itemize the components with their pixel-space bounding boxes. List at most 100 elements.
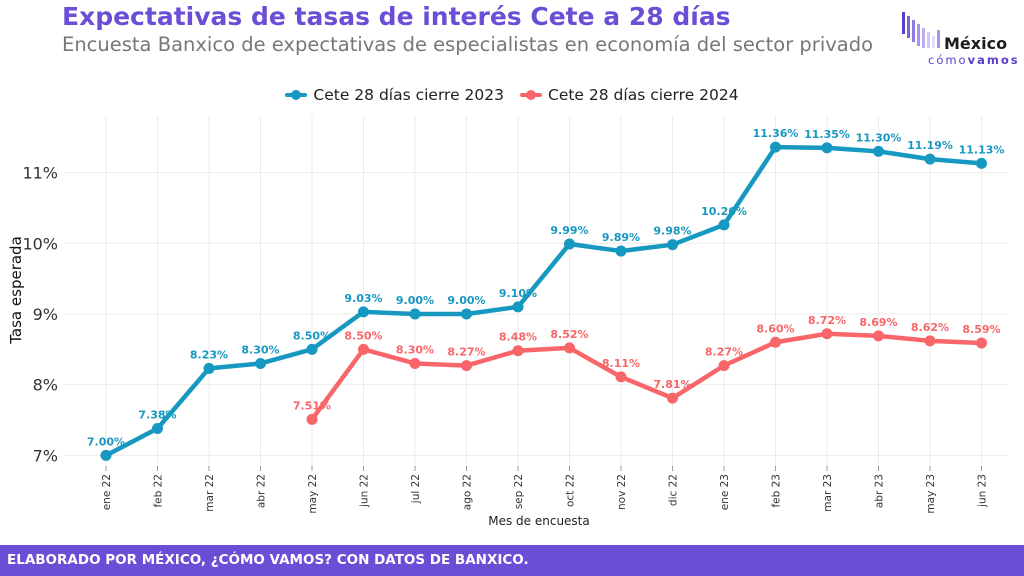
data-point bbox=[203, 362, 215, 374]
x-tick-label: dic 22 bbox=[668, 474, 680, 506]
data-label: 9.10% bbox=[499, 287, 537, 300]
series-line-2024 bbox=[309, 331, 984, 422]
y-tick-label: 7% bbox=[33, 446, 58, 465]
x-tick-label: may 22 bbox=[307, 474, 319, 514]
data-label: 8.27% bbox=[705, 346, 743, 359]
x-tick-label: feb 22 bbox=[153, 474, 165, 508]
chart-subtitle: Encuesta Banxico de expectativas de espe… bbox=[62, 33, 874, 56]
footer-credit: ELABORADO POR MÉXICO, ¿CÓMO VAMOS? CON D… bbox=[0, 545, 1024, 576]
data-label: 10.26% bbox=[701, 205, 747, 218]
data-point bbox=[924, 153, 936, 165]
chart-title: Expectativas de tasas de interés Cete a … bbox=[62, 2, 731, 31]
x-tick-label: jun 23 bbox=[977, 474, 989, 508]
data-point bbox=[770, 336, 781, 348]
legend-label-2023: Cete 28 días cierre 2023 bbox=[313, 86, 504, 104]
x-tick-label: ago 22 bbox=[462, 474, 474, 510]
legend-swatch-2024 bbox=[520, 89, 542, 101]
data-point bbox=[821, 328, 833, 340]
line-chart: 7% 8% 9% 10% 11% ene 22 feb 22 mar 22 abr 22 may … bbox=[7, 116, 1008, 528]
data-label: 8.30% bbox=[241, 343, 279, 356]
data-point bbox=[409, 308, 421, 320]
data-point bbox=[306, 343, 318, 355]
x-tick-label: sep 22 bbox=[513, 474, 525, 509]
x-tick-label: ene 22 bbox=[101, 474, 113, 510]
data-label: 7.51% bbox=[293, 399, 331, 412]
logo-name: México bbox=[944, 34, 1008, 53]
x-tick-label: mar 23 bbox=[822, 474, 834, 512]
data-label: 7.38% bbox=[138, 409, 176, 422]
x-tick-label: nov 22 bbox=[616, 474, 628, 510]
data-label: 11.30% bbox=[856, 131, 902, 144]
data-label: 8.69% bbox=[859, 316, 897, 329]
data-point bbox=[667, 392, 678, 404]
data-label: 9.98% bbox=[653, 225, 691, 238]
data-label: 9.89% bbox=[602, 231, 640, 244]
data-label: 8.48% bbox=[499, 331, 537, 344]
data-point bbox=[409, 357, 421, 369]
data-point bbox=[976, 337, 987, 349]
data-point bbox=[152, 423, 163, 435]
x-tick-label: oct 22 bbox=[565, 474, 577, 507]
data-label: 8.50% bbox=[344, 329, 382, 342]
data-label: 9.03% bbox=[344, 292, 382, 305]
data-point bbox=[615, 245, 627, 257]
data-point bbox=[512, 345, 524, 357]
y-tick-label: 8% bbox=[33, 376, 58, 395]
data-label: 9.00% bbox=[447, 294, 485, 307]
logo-bars-icon bbox=[902, 12, 940, 48]
data-point bbox=[358, 306, 369, 318]
data-label: 11.13% bbox=[959, 143, 1005, 156]
data-label: 11.36% bbox=[753, 127, 799, 140]
data-label: 8.11% bbox=[602, 357, 640, 370]
data-point bbox=[255, 357, 266, 369]
data-point bbox=[718, 219, 730, 231]
data-point bbox=[564, 342, 575, 354]
data-point bbox=[821, 142, 833, 154]
x-axis-title: Mes de encuesta bbox=[488, 514, 590, 528]
data-label: 8.27% bbox=[447, 346, 485, 359]
data-label: 7.81% bbox=[653, 378, 691, 391]
data-label: 8.72% bbox=[808, 314, 846, 327]
y-tick-label: 11% bbox=[22, 164, 58, 183]
data-point bbox=[873, 330, 884, 342]
data-label: 8.60% bbox=[756, 322, 794, 335]
data-label: 8.50% bbox=[293, 329, 331, 342]
data-point bbox=[873, 145, 884, 157]
x-tick-label: jun 22 bbox=[359, 474, 371, 508]
data-label: 8.23% bbox=[190, 348, 228, 361]
legend-item-2024: Cete 28 días cierre 2024 bbox=[520, 86, 739, 104]
x-tick-label: ene 23 bbox=[719, 474, 731, 510]
data-label: 8.30% bbox=[396, 343, 434, 356]
data-point bbox=[461, 308, 472, 320]
data-label: 7.00% bbox=[87, 435, 125, 448]
data-point bbox=[564, 238, 575, 250]
data-label: 9.00% bbox=[396, 294, 434, 307]
data-point bbox=[306, 413, 318, 425]
y-tick-label: 9% bbox=[33, 305, 58, 324]
data-point bbox=[667, 239, 678, 251]
x-tick-label: jul 22 bbox=[410, 474, 422, 504]
data-point bbox=[461, 360, 472, 372]
x-tick-label: may 23 bbox=[925, 474, 937, 514]
data-label: 11.19% bbox=[907, 139, 953, 152]
data-point bbox=[358, 343, 369, 355]
data-label: 8.52% bbox=[550, 328, 588, 341]
logo-tagline: cómovamos bbox=[928, 53, 1020, 67]
y-tick-label: 10% bbox=[22, 234, 58, 253]
data-point bbox=[718, 360, 730, 372]
data-point bbox=[615, 371, 627, 383]
legend-item-2023: Cete 28 días cierre 2023 bbox=[285, 86, 504, 104]
data-label: 8.62% bbox=[911, 321, 949, 334]
data-label: 9.99% bbox=[550, 224, 588, 237]
data-point bbox=[976, 157, 987, 169]
data-point bbox=[924, 335, 936, 347]
data-label: 8.59% bbox=[962, 323, 1000, 336]
data-point bbox=[770, 141, 781, 153]
data-point bbox=[100, 449, 112, 461]
mexico-como-vamos-logo: México cómovamos bbox=[900, 10, 1020, 67]
legend-label-2024: Cete 28 días cierre 2024 bbox=[548, 86, 739, 104]
x-tick-label: abr 23 bbox=[874, 474, 886, 508]
series-line-2023 bbox=[103, 144, 984, 458]
legend-swatch-2023 bbox=[285, 89, 308, 101]
data-label: 11.35% bbox=[804, 128, 850, 141]
